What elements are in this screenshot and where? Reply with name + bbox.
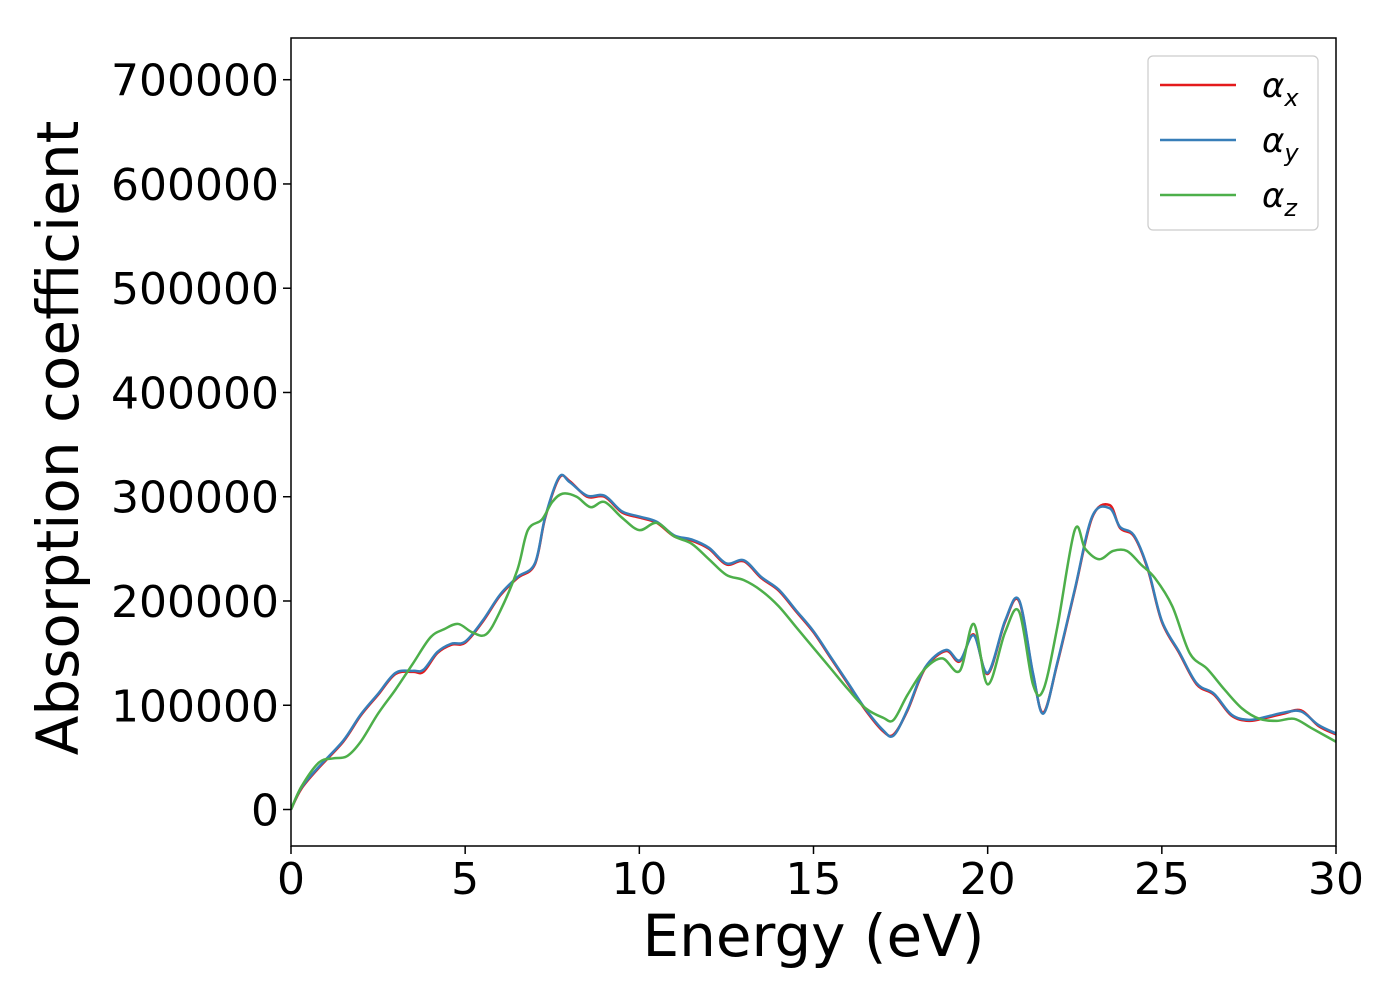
y-tick-label: 0 bbox=[251, 786, 279, 837]
y-tick-label: 300000 bbox=[111, 473, 279, 524]
y-tick-label: 700000 bbox=[111, 56, 279, 107]
plot-area bbox=[291, 473, 1336, 811]
legend-label-y: αy bbox=[1262, 121, 1299, 167]
y-axis-label: Absorption coefficient bbox=[24, 121, 92, 756]
legend: αx αy αz bbox=[1147, 55, 1319, 231]
legend-label-x: αx bbox=[1262, 66, 1299, 112]
y-tick-label: 500000 bbox=[111, 264, 279, 315]
y-tick-label: 200000 bbox=[111, 577, 279, 628]
series-line-x bbox=[291, 474, 1336, 811]
series-line-y bbox=[291, 473, 1336, 811]
x-tick-label: 10 bbox=[611, 854, 667, 905]
x-tick-label: 0 bbox=[277, 854, 305, 905]
x-axis-label: Energy (eV) bbox=[642, 902, 984, 970]
legend-box bbox=[1147, 55, 1319, 231]
x-axis: 0 5 10 15 20 25 30 bbox=[277, 846, 1364, 905]
legend-label-z: αz bbox=[1262, 176, 1298, 222]
x-tick-label: 5 bbox=[451, 854, 479, 905]
y-axis: 0 100000 200000 300000 400000 500000 600000 700… bbox=[111, 56, 291, 837]
y-tick-label: 400000 bbox=[111, 368, 279, 419]
x-tick-label: 15 bbox=[786, 854, 842, 905]
x-tick-label: 25 bbox=[1134, 854, 1190, 905]
x-tick-label: 30 bbox=[1308, 854, 1364, 905]
y-tick-label: 600000 bbox=[111, 160, 279, 211]
x-tick-label: 20 bbox=[960, 854, 1016, 905]
y-tick-label: 100000 bbox=[111, 681, 279, 732]
series-line-z bbox=[291, 492, 1336, 811]
